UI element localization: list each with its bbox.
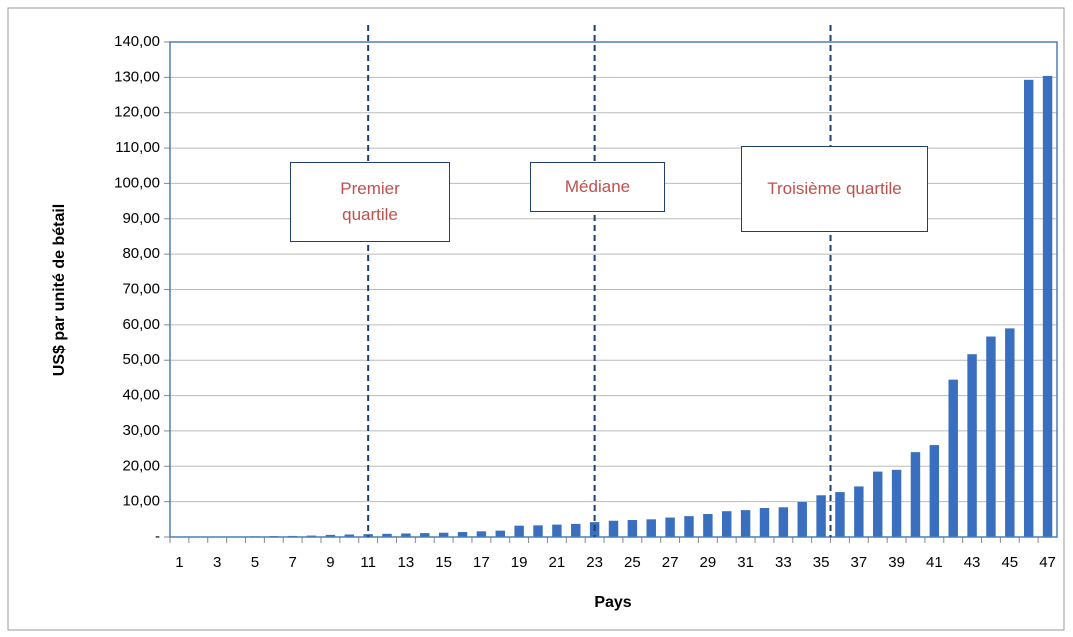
bar <box>401 533 411 537</box>
y-tick-label: 100,00 <box>114 174 160 191</box>
bar <box>872 471 883 537</box>
bar <box>1023 79 1034 537</box>
bar <box>1005 328 1015 537</box>
bar <box>929 445 940 537</box>
y-tick-label: 130,00 <box>114 68 160 85</box>
bar <box>854 486 864 537</box>
bar <box>778 507 789 537</box>
bar <box>722 511 732 537</box>
bar <box>495 530 505 537</box>
x-tick-label: 35 <box>813 554 830 571</box>
bar <box>627 520 638 537</box>
x-tick-label: 39 <box>888 554 905 571</box>
x-tick-label: 43 <box>964 554 981 571</box>
x-tick-label: 33 <box>775 554 792 571</box>
bar <box>514 525 524 537</box>
bar <box>552 524 562 537</box>
bar <box>703 514 713 537</box>
x-tick-label: 1 <box>175 554 183 571</box>
bar <box>684 516 694 537</box>
y-tick-label: 20,00 <box>122 457 160 474</box>
x-tick-label: 25 <box>624 554 641 571</box>
y-axis-label: US$ par unité de bétail <box>51 204 68 376</box>
x-tick-label: 37 <box>850 554 867 571</box>
y-tick-label: 70,00 <box>122 280 160 297</box>
y-tick-label: - <box>155 528 160 545</box>
x-tick-label: 19 <box>511 554 528 571</box>
plot-frame <box>169 41 1058 538</box>
bar <box>571 523 581 537</box>
y-tick-label: 40,00 <box>122 387 160 404</box>
y-tick-label: 50,00 <box>122 351 160 368</box>
x-tick-label: 9 <box>326 554 334 571</box>
bar <box>740 510 751 537</box>
x-tick-label: 5 <box>251 554 259 571</box>
x-tick-label: 17 <box>473 554 490 571</box>
x-axis-label: Pays <box>594 594 631 611</box>
x-tick-label: 7 <box>288 554 296 571</box>
bar <box>759 508 770 537</box>
bar <box>344 534 355 537</box>
bar <box>910 452 921 537</box>
x-tick-label: 15 <box>435 554 452 571</box>
bar <box>420 533 430 537</box>
x-tick-label: 47 <box>1039 554 1056 571</box>
bar <box>476 531 487 537</box>
bar <box>608 520 619 537</box>
annotation-box: Médiane <box>530 162 665 212</box>
x-tick-label: 27 <box>662 554 679 571</box>
bar <box>835 492 845 537</box>
y-tick-label: 60,00 <box>122 316 160 333</box>
bar <box>325 534 336 537</box>
bar <box>967 354 977 537</box>
annotation-box: Premier quartile <box>290 162 450 242</box>
bar <box>457 532 468 537</box>
x-tick-label: 29 <box>700 554 717 571</box>
x-tick-label: 41 <box>926 554 943 571</box>
y-tick-label: 120,00 <box>114 104 160 121</box>
x-tick-label: 23 <box>586 554 603 571</box>
bar <box>646 519 656 537</box>
y-tick-label: 10,00 <box>122 493 160 510</box>
y-tick-label: 30,00 <box>122 422 160 439</box>
x-tick-label: 45 <box>1001 554 1018 571</box>
bar <box>665 517 675 537</box>
x-tick-label: 21 <box>549 554 566 571</box>
bar <box>438 532 449 537</box>
y-tick-label: 90,00 <box>122 210 160 227</box>
x-tick-label: 13 <box>398 554 415 571</box>
bar <box>797 501 807 537</box>
bar <box>1042 75 1053 537</box>
y-tick-label: 80,00 <box>122 245 160 262</box>
x-tick-label: 31 <box>737 554 754 571</box>
bar <box>533 525 543 537</box>
x-tick-label: 3 <box>213 554 221 571</box>
bar <box>986 336 996 537</box>
bar <box>948 379 958 537</box>
annotation-box: Troisième quartile <box>741 146 928 232</box>
bar <box>382 533 392 537</box>
bar <box>816 495 826 537</box>
y-tick-label: 110,00 <box>115 139 160 156</box>
y-tick-label: 140,00 <box>114 33 160 50</box>
x-tick-label: 11 <box>360 554 376 571</box>
bar <box>891 469 902 537</box>
